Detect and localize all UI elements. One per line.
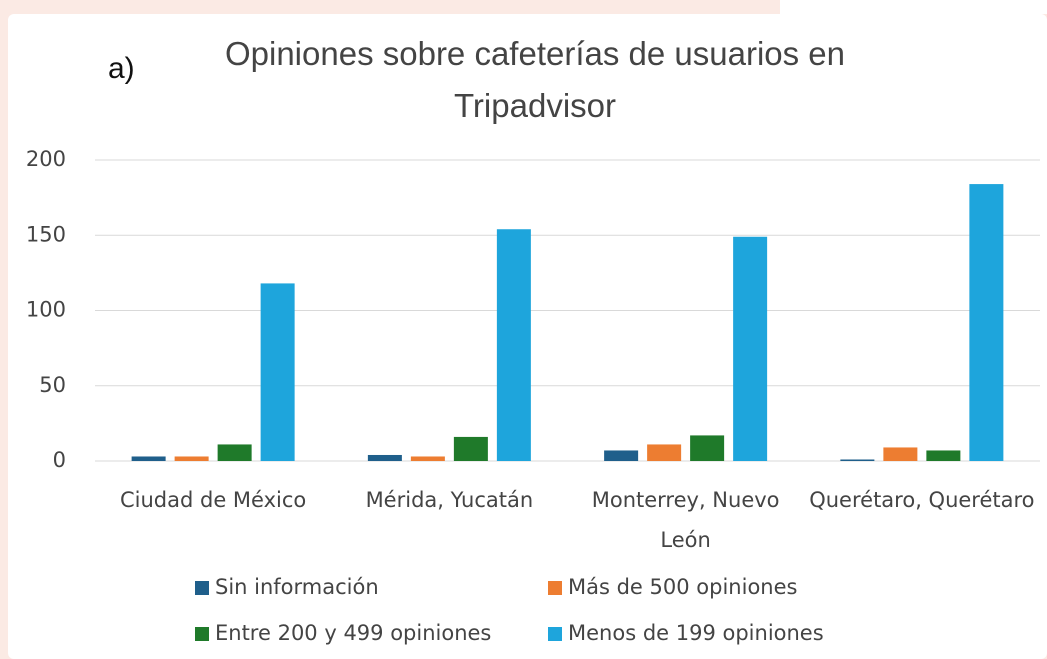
legend-label: Menos de 199 opiniones — [568, 621, 824, 645]
bar — [647, 444, 682, 461]
legend-swatch — [195, 581, 209, 595]
bar — [604, 450, 639, 461]
x-tick-label: Mérida, Yucatán — [365, 488, 534, 512]
bar — [883, 447, 918, 461]
y-tick-label: 0 — [53, 448, 66, 472]
bar — [840, 459, 875, 461]
y-tick-label: 50 — [39, 373, 66, 397]
x-tick-label: Querétaro, Querétaro — [809, 488, 1035, 512]
bar — [367, 454, 402, 461]
legend-label: Sin información — [215, 575, 379, 599]
legend-swatch — [548, 581, 562, 595]
y-tick-label: 150 — [26, 222, 66, 246]
legend-swatch — [195, 627, 209, 641]
y-tick-label: 100 — [26, 298, 66, 322]
x-tick-label: Monterrey, Nuevo León — [591, 488, 780, 552]
bar — [217, 444, 252, 461]
legend-label: Entre 200 y 499 opiniones — [215, 621, 491, 645]
bar — [131, 456, 166, 461]
bar — [733, 236, 768, 461]
legend-label: Más de 500 opiniones — [568, 575, 797, 599]
legend-swatch — [548, 627, 562, 641]
bar — [260, 283, 295, 461]
bar — [496, 229, 531, 461]
bar — [690, 435, 725, 461]
y-tick-label: 200 — [26, 147, 66, 171]
x-tick-label: Ciudad de México — [119, 488, 307, 512]
bar — [174, 456, 209, 461]
chart-title: Opiniones sobre cafeterías de usuarios e… — [224, 35, 846, 124]
bar — [453, 436, 488, 461]
background — [780, 0, 1047, 14]
bar — [969, 184, 1004, 461]
panel-label: a) — [108, 52, 135, 85]
bar — [410, 456, 445, 461]
bar — [926, 450, 961, 461]
